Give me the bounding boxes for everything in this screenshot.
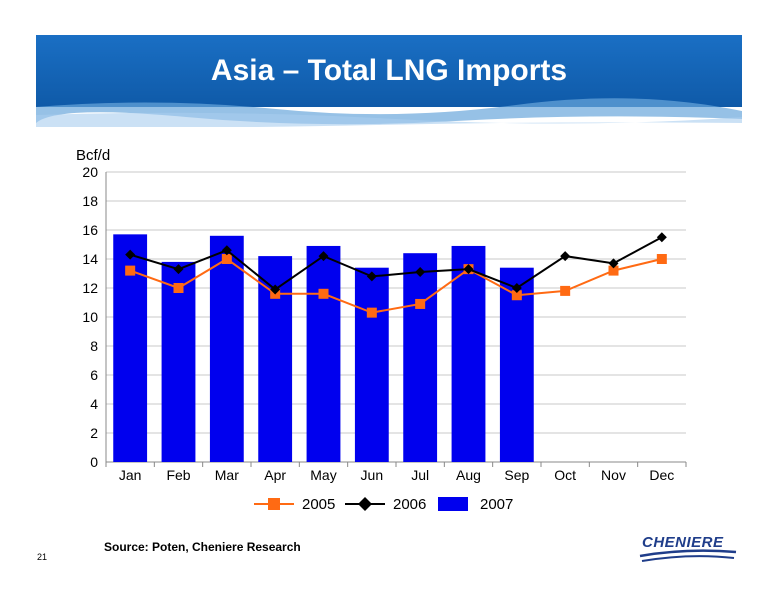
x-tick-label: May (310, 467, 336, 483)
y-tick-label: 12 (82, 280, 98, 296)
logo-swoosh-icon (639, 549, 737, 562)
bar-2007 (403, 253, 438, 462)
x-tick-label: Aug (456, 467, 481, 483)
point-2005 (366, 307, 377, 318)
y-tick-label: 8 (90, 338, 98, 354)
x-tick-label: Feb (166, 467, 190, 483)
banner-background (36, 35, 742, 127)
y-tick-label: 16 (82, 222, 98, 238)
point-2006 (270, 284, 281, 295)
point-2006 (560, 251, 571, 262)
y-tick-label: 4 (90, 396, 98, 412)
x-tick-label: Apr (264, 467, 286, 483)
y-tick-label: 6 (90, 367, 98, 383)
y-tick-label: 0 (90, 454, 98, 470)
title-banner (36, 35, 742, 127)
point-2006 (415, 267, 426, 278)
chart-legend: 2005 2006 2007 (0, 492, 776, 516)
y-tick-label: 20 (82, 164, 98, 180)
x-tick-label: Jun (361, 467, 384, 483)
point-2006 (608, 258, 619, 269)
point-2006 (366, 271, 377, 282)
point-2005 (221, 254, 232, 264)
line-2006 (129, 236, 663, 291)
logo-text: CHENIERE (642, 534, 724, 551)
x-tick-label: Sep (504, 467, 529, 483)
x-tick-label: Oct (554, 467, 576, 483)
y-tick-label: 14 (82, 251, 98, 267)
point-2005 (511, 290, 522, 301)
bar-2007 (161, 261, 196, 462)
point-2005 (173, 283, 184, 293)
x-tick-label: Nov (601, 467, 626, 483)
x-tick-label: Mar (215, 467, 239, 483)
point-2005 (608, 265, 619, 276)
bar-2007 (306, 245, 341, 462)
y-axis-label: Bcf/d (76, 147, 110, 164)
point-2006 (173, 264, 184, 275)
y-tick-label: 2 (90, 425, 98, 441)
point-2005 (560, 285, 571, 296)
bar-2007 (354, 267, 389, 462)
y-tick-label: 10 (82, 309, 98, 325)
legend-item-2006: 2006 (345, 492, 426, 516)
legend-label-2006: 2006 (393, 495, 427, 513)
legend-label-2007: 2007 (480, 495, 514, 513)
point-2006 (511, 283, 522, 293)
legend-marker-2006 (345, 497, 385, 511)
x-tick-label: Jul (411, 467, 429, 483)
point-2006 (463, 264, 474, 275)
line-2005 (129, 257, 663, 314)
point-2006 (125, 249, 136, 260)
bar-2007 (451, 245, 486, 462)
legend-marker-2007 (438, 497, 468, 511)
company-logo: CHENIERE (636, 532, 740, 566)
slide-title: Asia – Total LNG Imports (210, 54, 568, 87)
point-2005 (125, 265, 136, 276)
point-2006 (656, 232, 667, 243)
source-note: Source: Poten, Cheniere Research (104, 540, 301, 554)
y-tick-label: 18 (82, 193, 98, 209)
legend-marker-2005 (254, 498, 294, 510)
point-2005 (656, 254, 667, 264)
x-tick-label: Dec (649, 467, 674, 483)
point-2006 (318, 251, 329, 262)
legend-item-2005: 2005 (254, 492, 335, 516)
page-number: 21 (37, 552, 48, 562)
x-tick-label: Jan (119, 467, 142, 483)
bar-2007 (209, 235, 244, 462)
point-2005 (318, 288, 329, 299)
legend-label-2005: 2005 (302, 495, 336, 513)
point-2005 (415, 298, 426, 309)
point-2006 (221, 245, 232, 256)
legend-item-2007: 2007 (438, 492, 513, 516)
